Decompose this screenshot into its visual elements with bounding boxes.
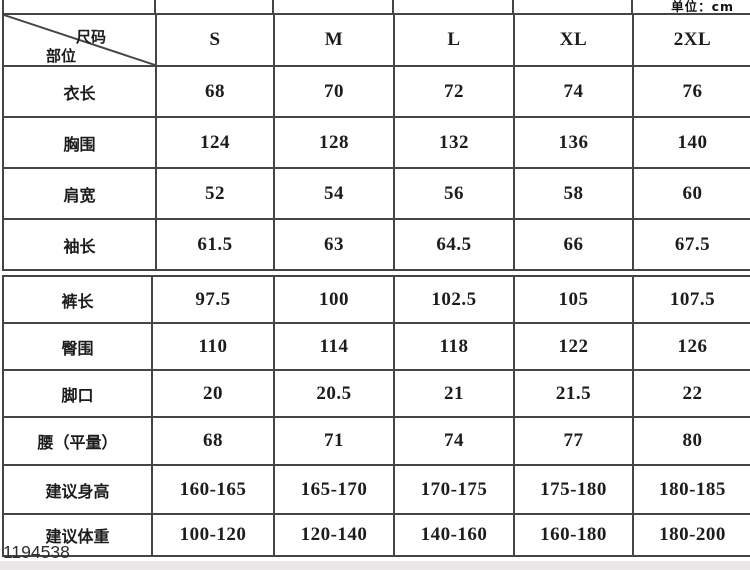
cell-value: 52 [155,167,275,220]
image-id-watermark: 1194538 [3,542,70,562]
cell-value: 136 [513,116,634,169]
size-column-header: XL [513,13,634,67]
cell-value: 160-180 [513,513,634,557]
row-label: 胸围 [2,116,157,169]
cell-value: 61.5 [155,218,275,271]
cell-value: 76 [632,65,750,118]
cell-value: 140 [632,116,750,169]
cell-value: 102.5 [393,275,515,324]
cell-value: 107.5 [632,275,750,324]
cell-value: 122 [513,322,634,371]
cell-value: 110 [151,322,275,371]
table-row: 衣长 68 70 72 74 76 [2,65,750,118]
table-row: 腰（平量） 68 71 74 77 80 [2,416,750,466]
photo-edge-strip [0,561,750,570]
cell-value: 170-175 [393,464,515,515]
size-column-header: M [273,13,395,67]
cell-value: 20 [151,369,275,418]
cell-value: 60 [632,167,750,220]
cell-value: 22 [632,369,750,418]
cell-value: 68 [155,65,275,118]
row-label: 建议身高 [2,464,153,515]
row-label: 衣长 [2,65,157,118]
top-column-stub [2,0,4,14]
cell-value: 67.5 [632,218,750,271]
cell-value: 140-160 [393,513,515,557]
top-column-stub [272,0,274,14]
cell-value: 180-185 [632,464,750,515]
cell-value: 63 [273,218,395,271]
diagonal-line [5,16,154,64]
cell-value: 114 [273,322,395,371]
size-table-lower: 裤长 97.5 100 102.5 105 107.5 臀围 110 114 1… [2,275,750,557]
cell-value: 100-120 [151,513,275,557]
size-table-upper: 尺码 部位 S M L XL 2XL 衣长 68 70 72 74 76 胸围 … [2,13,750,271]
cell-value: 124 [155,116,275,169]
row-label: 臀围 [2,322,153,371]
cell-value: 58 [513,167,634,220]
cell-value: 100 [273,275,395,324]
cell-value: 74 [393,416,515,466]
cell-value: 175-180 [513,464,634,515]
cell-value: 72 [393,65,515,118]
cell-value: 126 [632,322,750,371]
top-column-stub [392,0,394,14]
row-label: 建议体重 [2,513,153,557]
row-label: 腰（平量） [2,416,153,466]
cell-value: 56 [393,167,515,220]
cell-value: 120-140 [273,513,395,557]
table-row: 肩宽 52 54 56 58 60 [2,167,750,220]
table-row: 建议身高 160-165 165-170 170-175 175-180 180… [2,464,750,515]
top-column-stub [512,0,514,14]
size-column-header: S [155,13,275,67]
cell-value: 68 [151,416,275,466]
top-column-stub [631,0,633,14]
cell-value: 180-200 [632,513,750,557]
table-row: 脚口 20 20.5 21 21.5 22 [2,369,750,418]
header-corner-part-label: 部位 [46,47,77,65]
table-row: 裤长 97.5 100 102.5 105 107.5 [2,275,750,324]
table-row: 建议体重 100-120 120-140 140-160 160-180 180… [2,513,750,557]
cell-value: 74 [513,65,634,118]
size-column-header: 2XL [632,13,750,67]
table-row: 臀围 110 114 118 122 126 [2,322,750,371]
table-row: 胸围 124 128 132 136 140 [2,116,750,169]
cell-value: 71 [273,416,395,466]
cell-value: 160-165 [151,464,275,515]
cell-value: 66 [513,218,634,271]
cell-value: 54 [273,167,395,220]
cell-value: 70 [273,65,395,118]
cell-value: 80 [632,416,750,466]
cell-value: 165-170 [273,464,395,515]
row-label: 脚口 [2,369,153,418]
cell-value: 97.5 [151,275,275,324]
header-corner-size-label: 尺码 [76,28,107,46]
row-label: 裤长 [2,275,153,324]
table-row: 袖长 61.5 63 64.5 66 67.5 [2,218,750,271]
diagonal-header-cell: 尺码 部位 [2,13,157,67]
cell-value: 64.5 [393,218,515,271]
cell-value: 128 [273,116,395,169]
cell-value: 20.5 [273,369,395,418]
cell-value: 21 [393,369,515,418]
cell-value: 105 [513,275,634,324]
row-label: 肩宽 [2,167,157,220]
size-column-header: L [393,13,515,67]
top-column-stub [154,0,156,14]
cell-value: 21.5 [513,369,634,418]
cell-value: 118 [393,322,515,371]
cell-value: 77 [513,416,634,466]
cell-value: 132 [393,116,515,169]
header-row: 尺码 部位 S M L XL 2XL [2,13,750,67]
unit-label: 单位：cm [671,0,734,14]
row-label: 袖长 [2,218,157,271]
